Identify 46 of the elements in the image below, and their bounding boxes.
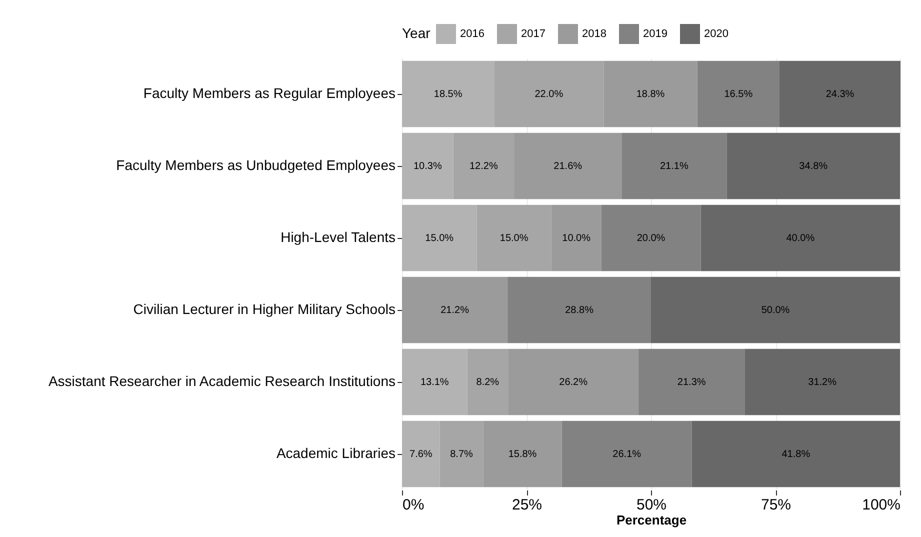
data-label: 21.3%: [677, 377, 706, 388]
data-label: 24.3%: [826, 89, 854, 100]
legend-label: 2019: [643, 28, 668, 40]
data-label: 22.0%: [534, 89, 564, 100]
data-label: 21.1%: [660, 161, 688, 172]
data-label: 26.1%: [612, 449, 642, 460]
data-label: 8.2%: [476, 377, 500, 388]
y-tick-label: Civilian Lecturer in Higher Military Schools: [133, 301, 396, 317]
data-label: 15.0%: [425, 233, 454, 244]
data-label: 20.0%: [636, 233, 666, 244]
x-tick-label: 50%: [636, 496, 667, 514]
data-label: 21.2%: [440, 305, 470, 316]
legend-label: 2017: [521, 28, 546, 40]
legend-title: Year: [402, 25, 431, 41]
data-label: 28.8%: [565, 305, 594, 316]
data-label: 16.5%: [724, 89, 753, 100]
y-tick-label: Academic Libraries: [276, 445, 396, 461]
x-axis-title: Percentage: [616, 512, 687, 528]
y-tick-label: Faculty Members as Regular Employees: [143, 85, 396, 101]
data-label: 15.0%: [500, 233, 528, 244]
data-label: 18.5%: [434, 89, 462, 100]
legend-label: 2016: [460, 28, 484, 40]
x-tick-label: 75%: [760, 496, 792, 514]
x-tick-label: 100%: [862, 496, 900, 514]
data-label: 26.2%: [559, 377, 588, 388]
data-label: 41.8%: [782, 449, 810, 460]
data-label: 40.0%: [786, 233, 815, 244]
y-tick-label: Faculty Members as Unbudgeted Employees: [116, 157, 396, 173]
data-label: 34.8%: [799, 161, 828, 172]
y-tick-label: Assistant Researcher in Academic Research Institutions: [48, 373, 396, 389]
data-label: 7.6%: [410, 449, 432, 460]
legend-label: 2020: [704, 28, 728, 40]
y-tick-label: High-Level Talents: [280, 229, 396, 245]
data-label: 10.0%: [562, 233, 591, 244]
data-label: 31.2%: [808, 377, 837, 388]
data-label: 15.8%: [508, 449, 537, 460]
data-label: 8.7%: [450, 449, 474, 460]
data-label: 10.3%: [413, 161, 442, 172]
data-label: 21.6%: [554, 161, 582, 172]
data-label: 18.8%: [636, 89, 665, 100]
data-label: 50.0%: [761, 305, 790, 316]
data-label: 13.1%: [420, 377, 449, 388]
x-tick-label: 25%: [512, 496, 542, 514]
x-tick-label: 0%: [402, 496, 424, 514]
legend-label: 2018: [582, 28, 606, 40]
data-label: 12.2%: [469, 161, 498, 172]
